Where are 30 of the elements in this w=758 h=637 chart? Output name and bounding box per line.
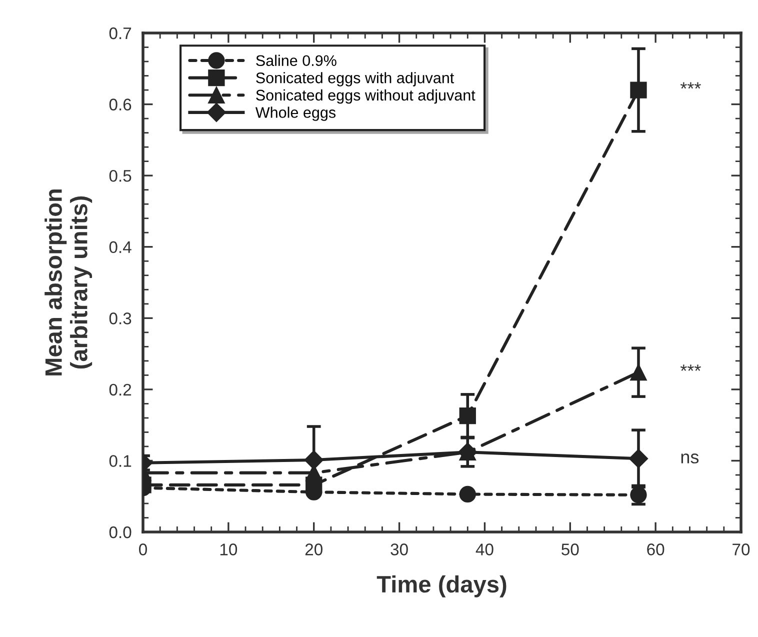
legend-label: Saline 0.9%: [256, 54, 336, 66]
x-tick-label: 60: [647, 544, 664, 556]
x-tick-label: 70: [732, 544, 750, 556]
x-tick-label: 50: [562, 544, 579, 556]
x-tick-label: 0: [139, 544, 147, 556]
legend-label: Whole eggs: [255, 106, 336, 121]
y-tick-label: 0.1: [109, 455, 132, 467]
annotation: ***: [680, 364, 701, 371]
point: [630, 364, 647, 381]
y-tick-label: 0.0: [109, 526, 132, 538]
y-tick-label: 0.7: [109, 27, 132, 40]
annotation: ***: [680, 82, 701, 89]
y-axis-title: Mean absorption (arbitrary units): [44, 190, 92, 376]
point: [459, 486, 476, 503]
legend-label: Sonicated eggs without adjuvant: [256, 89, 476, 104]
x-tick-label: 10: [220, 544, 238, 556]
y-tick-label: 0.5: [109, 170, 132, 182]
y-tick-label: 0.6: [109, 98, 132, 110]
y-tick-label: 0.2: [109, 384, 132, 396]
x-tick-label: 20: [305, 544, 322, 556]
y-tick-label: 0.4: [109, 241, 132, 254]
point: [630, 82, 647, 98]
y-tick-label: 0.3: [109, 312, 132, 324]
annotation: ns: [681, 454, 699, 464]
x-tick-label: 30: [390, 544, 408, 556]
legend-label: Sonicated eggs with adjuvant: [256, 72, 454, 86]
point: [459, 407, 476, 424]
point: [628, 449, 648, 468]
x-axis-title: Time (days): [376, 575, 506, 598]
x-tick-label: 40: [476, 544, 494, 556]
